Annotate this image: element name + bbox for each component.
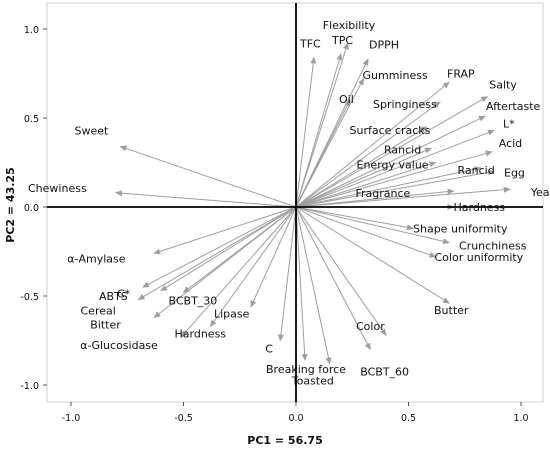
variable-label: Salty	[489, 79, 517, 92]
loading-arrow	[295, 101, 441, 208]
variable-label: α-Glucosidase	[80, 339, 158, 352]
variable-label: ABTS	[99, 290, 128, 303]
variable-label: Fragrance	[356, 187, 411, 200]
variable-label: Shape uniformity	[413, 222, 508, 235]
loading-arrow	[295, 206, 450, 245]
variable-label: C	[265, 343, 273, 356]
y-tick-label: 0.0	[24, 203, 39, 214]
loading-arrow	[209, 206, 297, 328]
variable-label: Surface cracks	[350, 124, 431, 137]
loading-arrow	[295, 161, 437, 208]
loading-arrow	[295, 206, 450, 304]
loading-arrow	[295, 166, 482, 208]
loading-arrow	[295, 147, 432, 208]
loading-arrow	[180, 206, 297, 338]
loading-arrow	[295, 206, 332, 365]
variable-label: Energy value	[357, 159, 429, 172]
loading-arrow	[137, 206, 297, 301]
variable-label: Flexibility	[323, 19, 376, 32]
loading-arrow	[295, 52, 343, 208]
variable-label: Toasted	[291, 375, 334, 388]
variable-label: BCBT_60	[360, 365, 409, 378]
variable-label: Cereal	[81, 305, 116, 318]
variable-label: Acid	[499, 137, 522, 150]
variable-label: Aftertaste	[486, 100, 541, 113]
loading-arrow	[295, 186, 511, 208]
variable-label: Springiness	[373, 98, 437, 111]
variable-label: Breaking force	[266, 363, 346, 376]
loading-arrow	[295, 81, 450, 208]
variable-label: C*	[117, 288, 131, 301]
loading-arrow	[119, 145, 297, 208]
variable-label: Rancid	[458, 164, 495, 177]
loading-arrow	[153, 206, 297, 318]
variable-label: L*	[503, 117, 515, 130]
variable-label: TPC	[331, 34, 353, 47]
loading-arrow	[295, 169, 495, 208]
loading-arrow	[153, 206, 297, 255]
loading-arrow	[295, 42, 349, 208]
loading-arrow	[295, 206, 371, 351]
variable-label: Color	[356, 320, 385, 333]
loading-arrow	[295, 56, 317, 208]
variable-label: Crunchiness	[459, 240, 527, 253]
loading-arrow	[115, 190, 297, 208]
variable-label: BCBT_30	[169, 294, 218, 307]
x-axis-title: PC1 = 56.75	[247, 434, 322, 447]
variable-label: TFC	[299, 37, 321, 50]
x-tick-label: -0.5	[174, 413, 193, 424]
variable-label: Sweet	[75, 124, 110, 137]
x-tick-label: 0.5	[401, 413, 416, 424]
variable-label: Color uniformity	[435, 251, 524, 264]
variable-label: FRAP	[447, 67, 475, 80]
plot-frame	[46, 2, 544, 403]
x-tick-label: 0.0	[288, 413, 303, 424]
x-tick-label: 1.0	[513, 413, 528, 424]
loading-arrow	[295, 206, 437, 258]
loading-arrow	[142, 206, 297, 288]
y-tick-label: 1.0	[24, 25, 39, 36]
loading-arrow	[295, 206, 387, 336]
variable-label: Rancid	[384, 143, 421, 156]
variable-label: α-Amylase	[67, 252, 125, 265]
variable-label: Chewiness	[28, 182, 87, 195]
y-tick-label: -0.5	[20, 292, 39, 303]
variable-label: DPPH	[369, 38, 399, 51]
loading-arrow	[295, 126, 428, 208]
loading-arrow	[277, 206, 297, 342]
variable-label: Yeast	[530, 186, 550, 199]
y-tick-label: -1.0	[20, 381, 39, 392]
loading-arrow	[295, 99, 351, 208]
y-tick-label: 0.5	[24, 114, 39, 125]
loading-arrow	[250, 206, 297, 308]
loading-arrow	[160, 206, 297, 292]
variable-label: Oil	[339, 93, 354, 106]
loading-arrow	[295, 150, 493, 208]
variable-label: Bitter	[90, 318, 121, 331]
variable-label: Hardness	[175, 327, 227, 340]
loading-arrow	[295, 129, 495, 208]
variable-label: Lipase	[214, 308, 250, 321]
variable-label: Egg	[504, 166, 525, 179]
variable-label: Butter	[434, 304, 469, 317]
y-axis-title: PC2 = 43.25	[4, 167, 17, 242]
variable-label: Gumminess	[363, 69, 428, 82]
variable-label: Hardness	[454, 201, 506, 214]
loading-arrow	[295, 96, 489, 208]
x-tick-label: -1.0	[62, 413, 81, 424]
loading-arrow	[295, 206, 414, 231]
loading-arrow	[295, 206, 308, 362]
loading-arrow	[295, 115, 486, 208]
